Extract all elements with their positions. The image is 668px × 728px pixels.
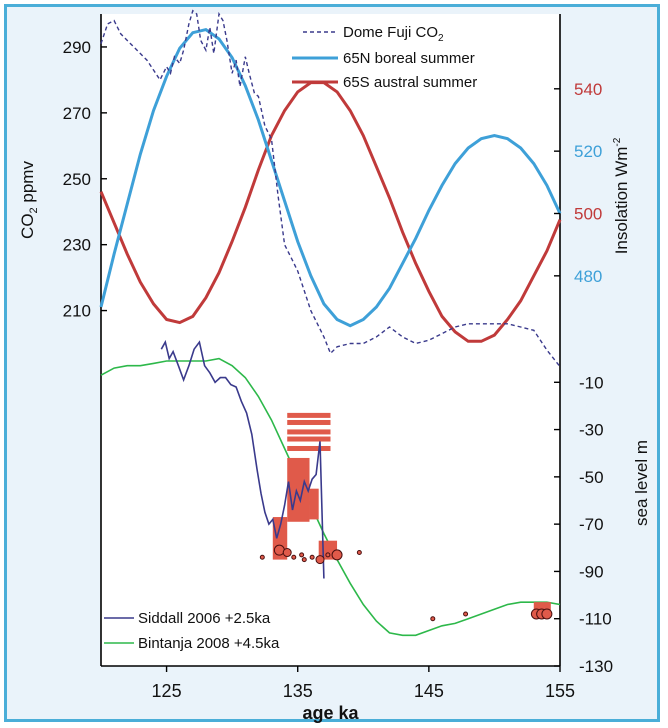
siddall-series-line <box>160 339 325 579</box>
sea-level-dash-4 <box>287 445 331 451</box>
sea-level-dash-0 <box>287 412 331 418</box>
sea-level-point-11 <box>430 616 436 622</box>
insolation-tick-label-1: 500 <box>574 204 602 223</box>
insolation-tick-label-3: 540 <box>574 80 602 99</box>
insolation-tick-label-0: 480 <box>574 267 602 286</box>
austral-summer-series-line <box>99 81 562 343</box>
sea-level-point-12 <box>463 611 469 617</box>
sea-level-point-0 <box>259 554 265 560</box>
sea-level-point-2 <box>282 548 292 558</box>
boreal-summer-series-line <box>99 27 562 328</box>
x-tick-label-3: 155 <box>545 681 575 701</box>
sea-level-point-4 <box>299 552 305 558</box>
plot-area <box>101 14 560 666</box>
co2-tick-label-4: 290 <box>63 38 91 57</box>
sea-level-point-5 <box>301 557 307 563</box>
co2-tick-label-2: 250 <box>63 170 91 189</box>
sea-level-bar-1 <box>287 457 310 522</box>
sea-level-point-1 <box>273 544 285 556</box>
co2-axis-title: CO2 ppmv <box>18 161 40 239</box>
sea-level-tick-label-1: -30 <box>579 421 604 440</box>
sea-level-tick-label-6: -130 <box>579 657 613 676</box>
legend-bottom-label-1: Bintanja 2008 +4.5ka <box>138 635 280 652</box>
sea-level-point-8 <box>325 552 331 558</box>
sea-level-point-15 <box>541 608 553 620</box>
sea-level-dash-3 <box>287 436 331 442</box>
co2-tick-label-0: 210 <box>63 302 91 321</box>
sea-level-point-7 <box>315 555 325 565</box>
sea-level-tick-label-4: -90 <box>579 562 604 581</box>
x-axis-title: age ka <box>302 703 359 723</box>
insolation-axis-title: Insolation Wm-2 <box>612 137 631 254</box>
x-tick-label-1: 135 <box>283 681 313 701</box>
co2-tick-label-1: 230 <box>63 236 91 255</box>
sea-level-point-6 <box>309 554 315 560</box>
sea-level-bar-4 <box>533 602 551 614</box>
legend-bottom-label-0: Siddall 2006 +2.5ka <box>138 610 271 627</box>
x-tick-label-2: 145 <box>414 681 444 701</box>
sea-level-tick-label-2: -50 <box>579 468 604 487</box>
sea-level-tick-label-0: -10 <box>579 373 604 392</box>
insolation-tick-label-2: 520 <box>574 142 602 161</box>
legend-top-label-2: 65S austral summer <box>343 74 477 91</box>
sea-level-tick-label-3: -70 <box>579 515 604 534</box>
sea-level-axis-title: sea level m <box>632 440 651 526</box>
sea-level-tick-label-5: -110 <box>579 610 612 629</box>
sea-level-point-3 <box>291 554 297 560</box>
sea-level-dash-1 <box>287 419 331 425</box>
sea-level-bar-2 <box>309 488 319 520</box>
dome-fuji-co2-series-line <box>100 9 561 368</box>
legend-top-label-1: 65N boreal summer <box>343 50 475 67</box>
sea-level-point-9 <box>331 549 343 561</box>
x-tick-label-0: 125 <box>152 681 182 701</box>
legend-top-label-0: Dome Fuji CO2 <box>343 24 444 44</box>
co2-tick-label-3: 270 <box>63 104 91 123</box>
sea-level-dash-2 <box>287 429 331 435</box>
sea-level-point-10 <box>356 550 362 556</box>
